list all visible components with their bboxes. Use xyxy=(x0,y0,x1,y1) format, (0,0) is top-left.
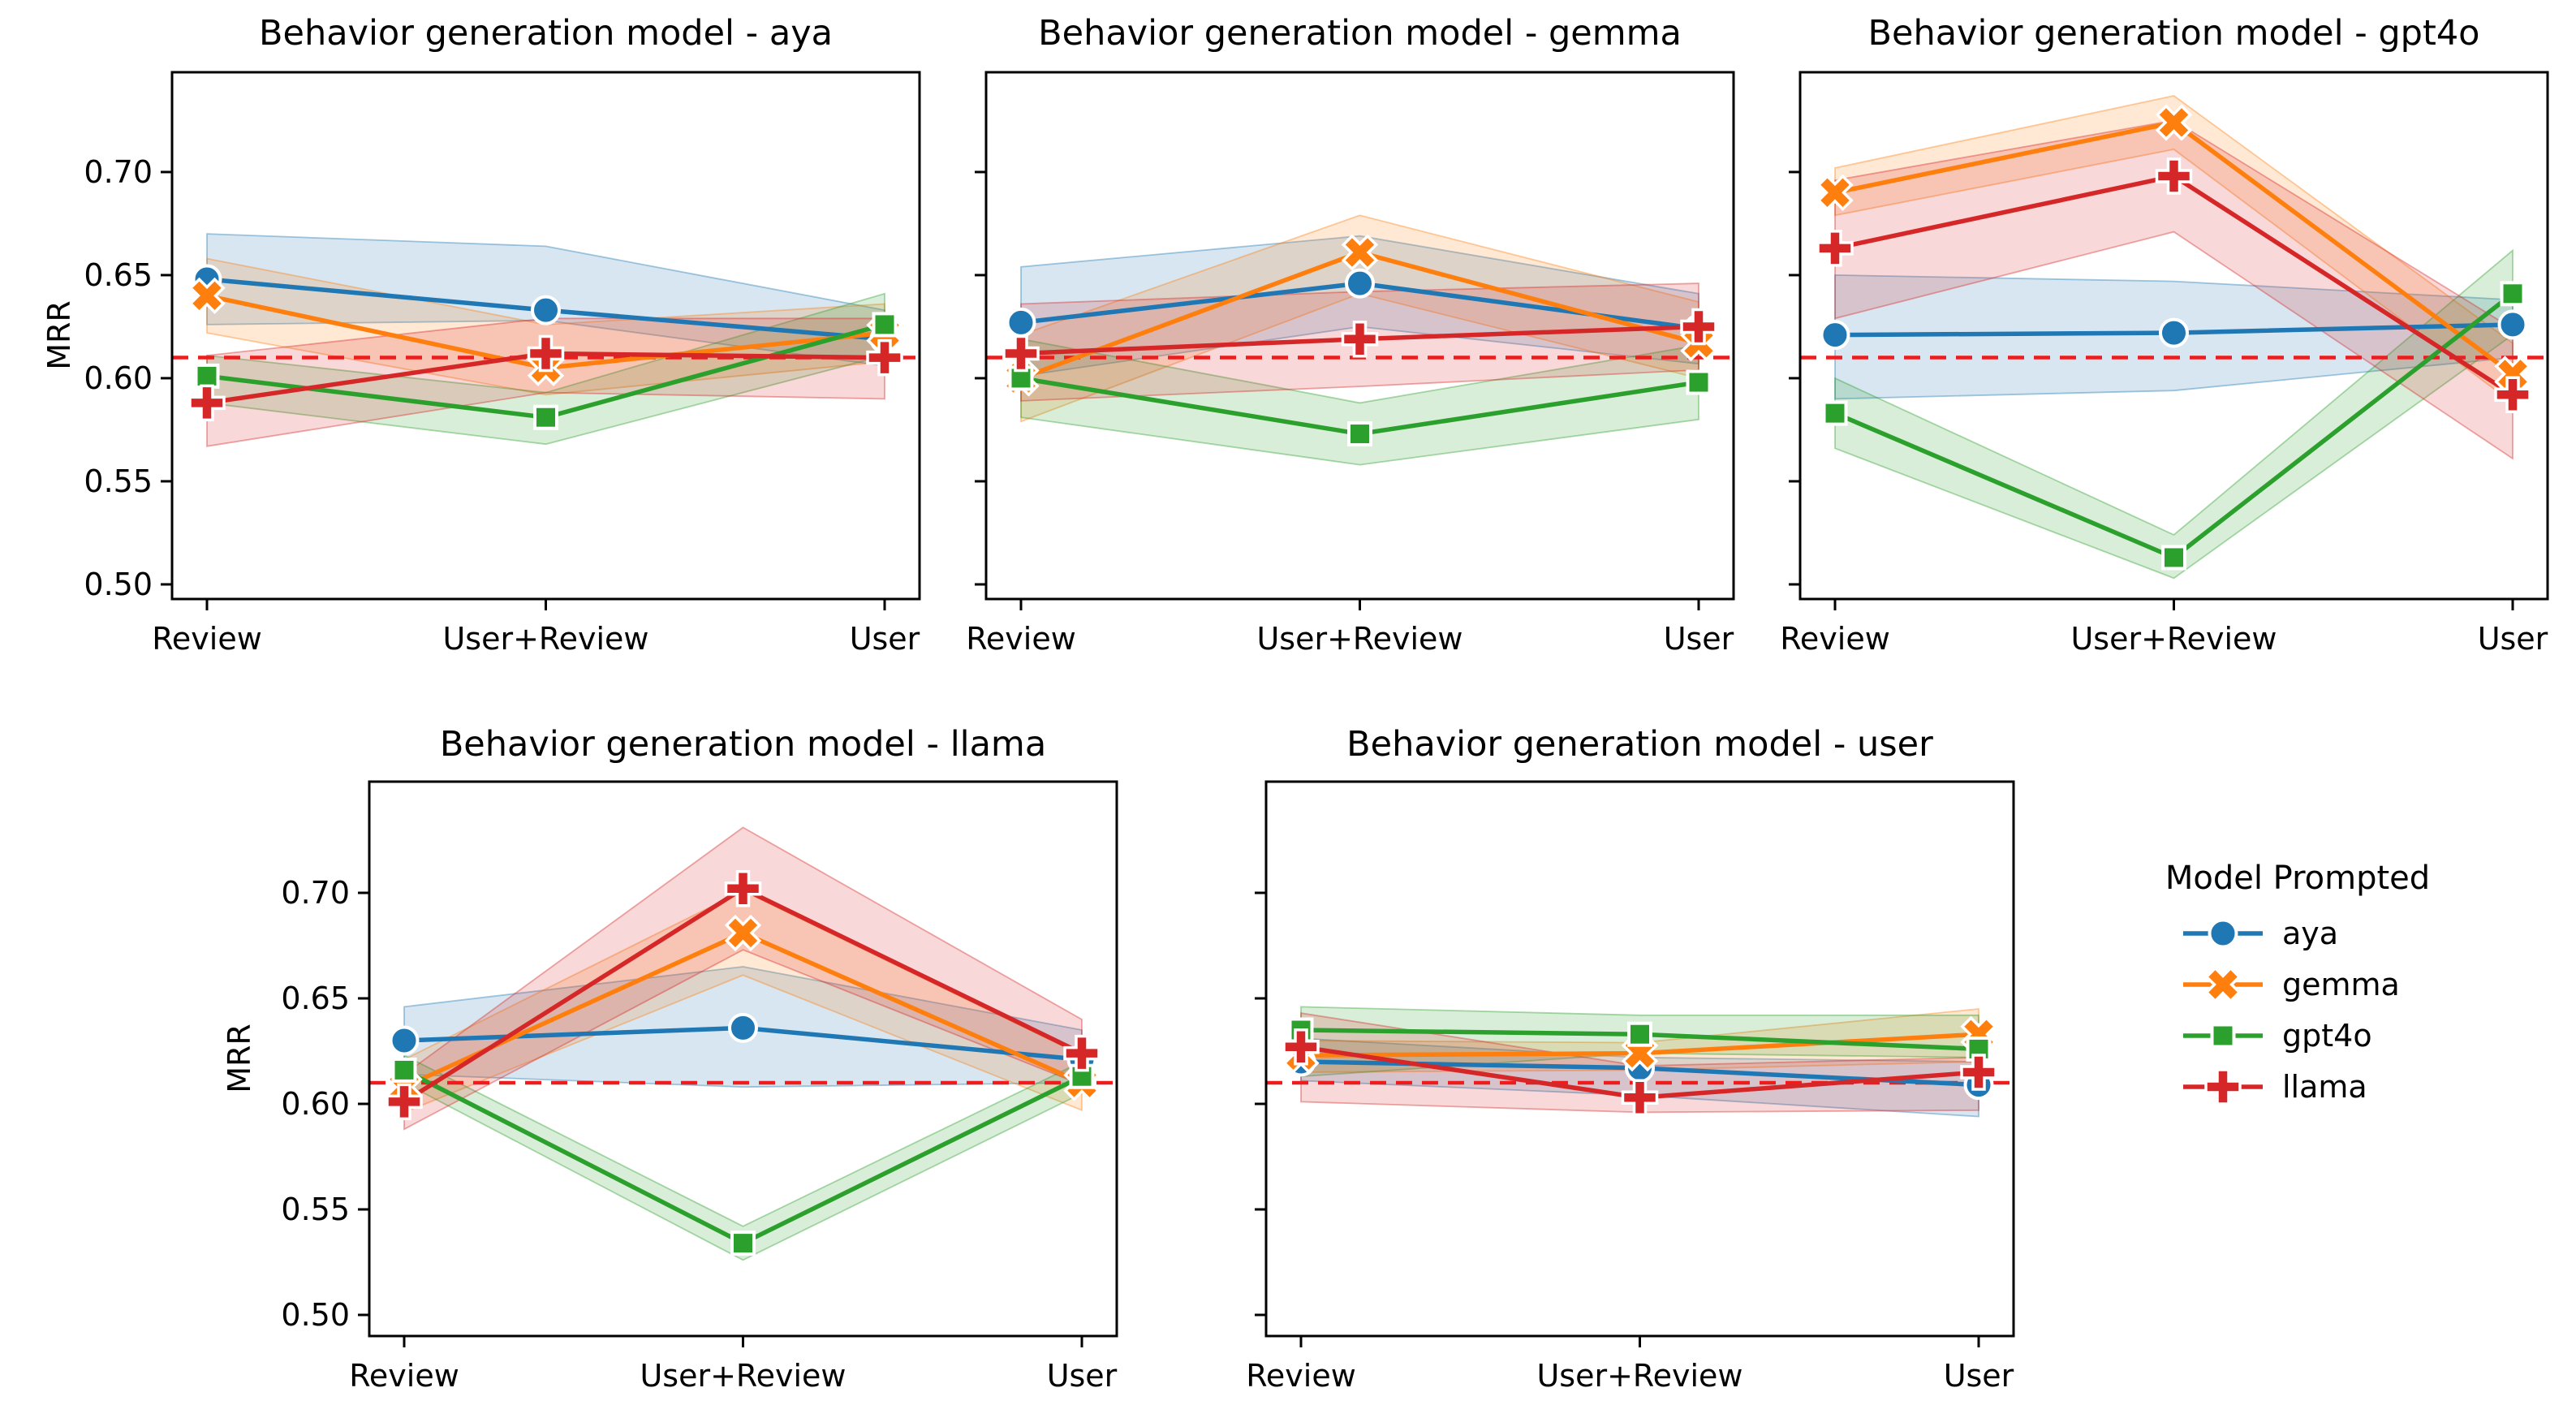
panel-title: Behavior generation model - user xyxy=(1346,724,1933,765)
panel-title: Behavior generation model - gpt4o xyxy=(1868,13,2480,54)
x-tick-label: Review xyxy=(966,621,1076,657)
marker-llama-2 xyxy=(1063,1034,1101,1072)
panel-aya: 0.50 0.55 0.60 0.65 0.70 Review User+Review Use… xyxy=(41,13,921,657)
marker-gemma-1 xyxy=(1341,234,1379,271)
y-tick-label: 0.55 xyxy=(84,463,153,499)
marker-llama-2 xyxy=(1680,308,1717,346)
x-tick-label: User+Review xyxy=(1256,621,1462,657)
x-tick-label: User xyxy=(850,621,920,657)
marker-llama-0 xyxy=(1282,1028,1320,1066)
marker-aya-1 xyxy=(2159,317,2189,348)
marker-llama-1 xyxy=(2155,157,2193,195)
marker-gemma-1 xyxy=(2155,104,2193,141)
marker-llama-2 xyxy=(866,338,903,377)
x-tick-label: Review xyxy=(152,621,262,657)
x-tick-label: Review xyxy=(1780,621,1890,657)
marker-llama-1 xyxy=(724,870,762,907)
legend-item-llama: llama xyxy=(2183,1068,2367,1106)
marker-gpt4o-0 xyxy=(1822,400,1848,426)
marker-llama-2 xyxy=(2494,376,2531,414)
panel-gpt4o: Review User+Review User Behavior generation… xyxy=(1780,13,2549,657)
marker-gpt4o-0 xyxy=(194,363,220,389)
x-tick-label: User xyxy=(1047,1358,1118,1394)
panel-title: Behavior generation model - llama xyxy=(440,724,1046,765)
y-tick-label: 0.70 xyxy=(281,875,350,911)
marker-gpt4o-1 xyxy=(1347,421,1372,447)
x-tick-label: User xyxy=(1664,621,1734,657)
y-axis-label: MRR xyxy=(41,300,77,370)
marker-gpt4o-1 xyxy=(2161,545,2186,571)
legend-item-label: aya xyxy=(2282,916,2338,951)
marker-gemma-0 xyxy=(1816,174,1854,211)
legend-marker-llama-icon xyxy=(2204,1068,2242,1106)
y-tick-label: 0.65 xyxy=(281,981,350,1016)
legend-title: Model Prompted xyxy=(2165,860,2430,897)
marker-aya-0 xyxy=(389,1025,420,1056)
x-tick-label: User+Review xyxy=(2070,621,2277,657)
x-tick-label: User+Review xyxy=(442,621,648,657)
legend-item-gemma: gemma xyxy=(2183,966,2400,1003)
y-tick-label: 0.60 xyxy=(281,1086,350,1122)
marker-aya-2 xyxy=(2497,309,2528,340)
legend-item-label: llama xyxy=(2282,1069,2367,1105)
marker-aya-0 xyxy=(1820,320,1850,351)
y-tick-label: 0.70 xyxy=(84,154,153,190)
marker-llama-1 xyxy=(527,334,565,373)
marker-aya-0 xyxy=(1006,307,1036,338)
marker-gpt4o-1 xyxy=(730,1231,756,1256)
panel-title: Behavior generation model - gemma xyxy=(1038,13,1682,54)
legend-marker-aya-icon xyxy=(2208,918,2238,949)
marker-llama-2 xyxy=(1960,1054,1997,1091)
legend-marker-gpt4o-icon xyxy=(2210,1023,2236,1049)
marker-gpt4o-2 xyxy=(1686,369,1712,395)
y-axis-label: MRR xyxy=(222,1024,257,1093)
x-tick-label: User+Review xyxy=(1536,1358,1742,1394)
y-tick-label: 0.65 xyxy=(84,257,153,293)
marker-gpt4o-1 xyxy=(1627,1021,1652,1047)
legend: Model Prompted aya gemma gpt4o llama xyxy=(2165,860,2430,1106)
y-tick-label: 0.50 xyxy=(281,1297,350,1333)
x-tick-label: User+Review xyxy=(640,1358,846,1394)
panel-title: Behavior generation model - aya xyxy=(259,13,833,54)
y-tick-label: 0.55 xyxy=(281,1192,350,1227)
panel-user: Review User+Review User Behavior generation… xyxy=(1246,724,2015,1394)
marker-aya-1 xyxy=(531,295,561,325)
legend-marker-gemma-icon xyxy=(2204,966,2242,1003)
x-tick-label: User xyxy=(1944,1358,2014,1394)
ci-band-gpt4o xyxy=(1020,338,1699,466)
legend-item-gpt4o: gpt4o xyxy=(2183,1018,2372,1054)
legend-item-label: gemma xyxy=(2282,967,2400,1002)
marker-gemma-1 xyxy=(724,914,762,952)
marker-llama-0 xyxy=(386,1083,423,1121)
panel-gemma: Review User+Review User Behavior generation… xyxy=(966,13,1735,657)
y-tick-label: 0.50 xyxy=(84,567,153,602)
x-tick-label: Review xyxy=(1246,1358,1356,1394)
marker-llama-1 xyxy=(1621,1079,1659,1116)
y-tick-label: 0.60 xyxy=(84,360,153,396)
legend-item-aya: aya xyxy=(2183,916,2338,951)
marker-aya-1 xyxy=(728,1012,758,1043)
x-tick-label: User xyxy=(2478,621,2548,657)
marker-gpt4o-2 xyxy=(872,312,898,338)
marker-llama-0 xyxy=(1002,334,1040,373)
legend-item-label: gpt4o xyxy=(2282,1018,2372,1054)
marker-gpt4o-0 xyxy=(391,1057,417,1083)
x-tick-label: Review xyxy=(349,1358,459,1394)
marker-llama-0 xyxy=(1816,230,1854,267)
marker-llama-0 xyxy=(188,384,226,422)
marker-gpt4o-1 xyxy=(533,404,558,430)
panel-llama: 0.50 0.55 0.60 0.65 0.70 Review User+Review Use… xyxy=(222,724,1118,1394)
marker-aya-1 xyxy=(1345,268,1375,299)
marker-gemma-0 xyxy=(188,277,226,314)
marker-llama-1 xyxy=(1341,320,1379,358)
marker-gpt4o-2 xyxy=(2500,281,2526,307)
